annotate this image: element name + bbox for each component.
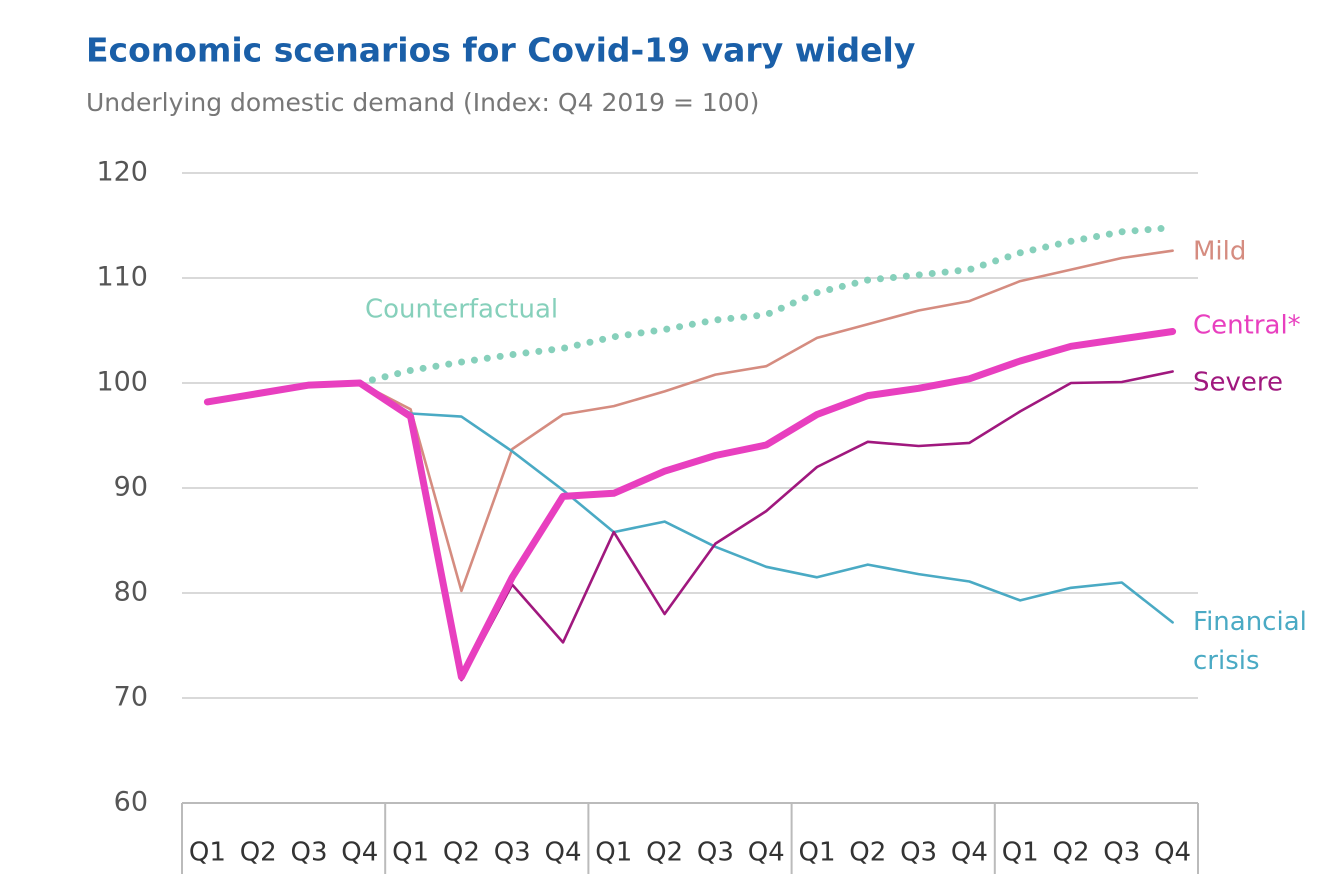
series-line [358,381,1174,624]
series-label: Financial crisis [1193,607,1307,676]
series-label: Mild [1193,237,1246,267]
x-tick-label: Q2 [240,838,277,868]
x-tick-label: Q2 [443,838,480,868]
series-line [356,224,1177,387]
x-tick-label: Q3 [697,838,734,868]
y-tick-label: 70 [114,682,148,713]
x-tick-label: Q1 [595,838,632,868]
x-tick-label: Q3 [900,838,937,868]
series-line [358,249,1174,593]
x-tick-label: Q2 [849,838,886,868]
x-tick-label: Q2 [646,838,683,868]
x-tick-label: Q4 [1154,838,1191,868]
y-tick-label: 60 [114,787,148,818]
y-tick-label: 80 [114,577,148,608]
series-label: Counterfactual [365,295,558,325]
chart-subtitle: Underlying domestic demand (Index: Q4 20… [86,88,759,117]
series-label: Severe [1193,368,1283,398]
x-tick-label: Q4 [748,838,785,868]
x-tick-label: Q1 [1002,838,1039,868]
x-tick-label: Q2 [1052,838,1089,868]
x-tick-label: Q4 [544,838,581,868]
chart-title: Economic scenarios for Covid-19 vary wid… [86,31,915,70]
x-tick-label: Q1 [189,838,226,868]
x-tick-label: Q3 [290,838,327,868]
series-line [203,328,1177,681]
x-tick-label: Q1 [392,838,429,868]
x-tick-label: Q3 [494,838,531,868]
x-tick-label: Q1 [798,838,835,868]
x-tick-label: Q3 [1103,838,1140,868]
series-label: Central* [1193,311,1301,341]
y-tick-label: 100 [96,367,148,398]
y-tick-label: 120 [96,157,148,188]
x-tick-label: Q4 [341,838,378,868]
y-tick-label: 110 [96,262,148,293]
x-tick-label: Q4 [951,838,988,868]
y-tick-label: 90 [114,472,148,503]
